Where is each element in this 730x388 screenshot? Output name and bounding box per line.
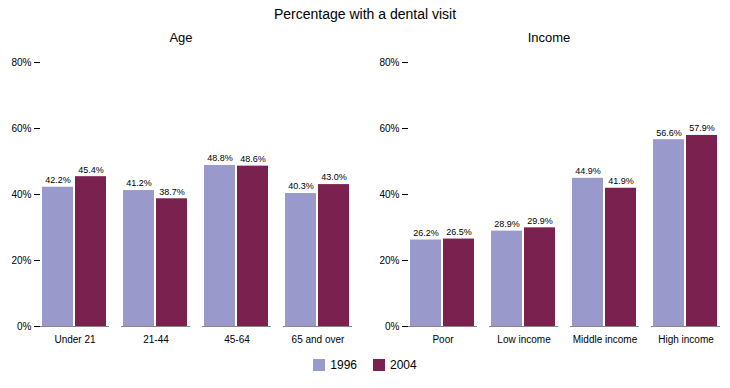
html-text:1996: 1996 bbox=[330, 358, 357, 372]
svg-text:41.9%: 41.9% bbox=[608, 176, 634, 186]
svg-text:38.7%: 38.7% bbox=[159, 187, 185, 197]
svg-text:45.4%: 45.4% bbox=[78, 165, 104, 175]
svg-text:Under 21: Under 21 bbox=[54, 334, 96, 345]
svg-text:Poor: Poor bbox=[432, 334, 454, 345]
svg-text:26.2%: 26.2% bbox=[413, 228, 439, 238]
svg-text:40%: 40% bbox=[379, 189, 399, 200]
svg-text:60%: 60% bbox=[379, 123, 399, 134]
svg-text:80%: 80% bbox=[11, 57, 31, 68]
svg-text:20%: 20% bbox=[11, 255, 31, 266]
svg-text:20%: 20% bbox=[379, 255, 399, 266]
svg-text:56.6%: 56.6% bbox=[656, 128, 682, 138]
svg-text:26.5%: 26.5% bbox=[446, 227, 472, 237]
svg-text:65 and over: 65 and over bbox=[292, 334, 345, 345]
svg-text:29.9%: 29.9% bbox=[527, 216, 553, 226]
svg-text:60%: 60% bbox=[11, 123, 31, 134]
svg-text:Low income: Low income bbox=[497, 334, 551, 345]
svg-text:45-64: 45-64 bbox=[224, 334, 250, 345]
svg-text:40%: 40% bbox=[11, 189, 31, 200]
svg-text:0%: 0% bbox=[385, 321, 400, 332]
svg-text:43.0%: 43.0% bbox=[321, 172, 347, 182]
html-text:Income: Income bbox=[527, 30, 571, 45]
svg-text:80%: 80% bbox=[379, 57, 399, 68]
svg-text:42.2%: 42.2% bbox=[45, 175, 71, 185]
svg-text:Middle income: Middle income bbox=[573, 334, 638, 345]
html-text:Percentage with a dental visit: Percentage with a dental visit bbox=[273, 6, 456, 22]
html-text:Age: Age bbox=[169, 30, 193, 45]
svg-text:0%: 0% bbox=[17, 321, 32, 332]
svg-text:44.9%: 44.9% bbox=[575, 166, 601, 176]
svg-text:57.9%: 57.9% bbox=[689, 123, 715, 133]
svg-text:48.6%: 48.6% bbox=[240, 154, 266, 164]
svg-text:High income: High income bbox=[658, 334, 714, 345]
svg-text:40.3%: 40.3% bbox=[288, 181, 314, 191]
svg-text:28.9%: 28.9% bbox=[494, 219, 520, 229]
html-text:2004: 2004 bbox=[390, 358, 417, 372]
svg-text:48.8%: 48.8% bbox=[207, 153, 233, 163]
svg-text:21-44: 21-44 bbox=[143, 334, 169, 345]
svg-text:41.2%: 41.2% bbox=[126, 178, 152, 188]
